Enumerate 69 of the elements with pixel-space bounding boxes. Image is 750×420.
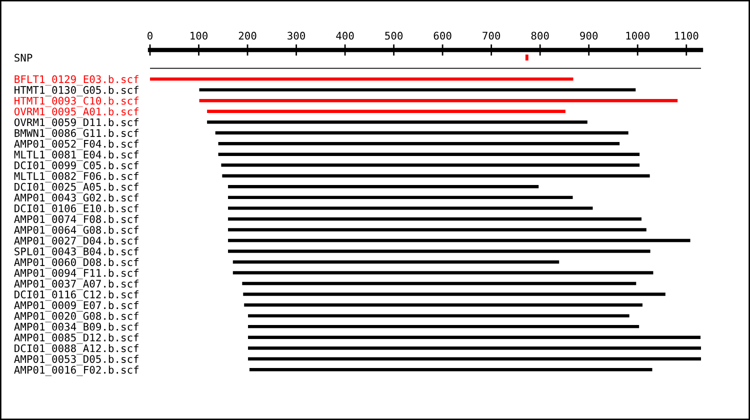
x-tick-label: 300 — [288, 32, 306, 40]
y-tick-label: AMP01_0034_B09.b.scf — [14, 322, 138, 333]
bar — [228, 228, 646, 232]
y-tick-label: MLTL1_0081_E04.b.scf — [14, 150, 138, 161]
x-tick-label: 900 — [580, 32, 598, 40]
y-tick-label: DCI01_0099_C05.b.scf — [14, 161, 138, 172]
y-tick-label: OVRM1_0095_A01.b.scf — [14, 107, 138, 118]
y-tick-label: AMP01_0016_F02.b.scf — [14, 366, 138, 376]
y-tick-label: DCI01_0088_A12.b.scf — [14, 344, 138, 355]
y-tick-label: AMP01_0053_D05.b.scf — [14, 354, 138, 366]
x-tick-label: 0 — [148, 32, 152, 40]
bar — [248, 357, 701, 360]
y-tick-label: SNP — [14, 54, 32, 62]
x-tick-label: 600 — [434, 32, 452, 40]
y-tick-label: AMP01_0052_F04.b.scf — [14, 140, 138, 150]
y-tick-label: HTMT1_0093_C10.b.scf — [14, 96, 138, 107]
y-tick-label: MLTL1_0082_F06.b.scf — [14, 172, 138, 182]
y-tick-label: AMP01_0060_D08.b.scf — [14, 258, 138, 268]
y-tick-label: AMP01_0074_F08.b.scf — [14, 215, 138, 226]
x-tick-label: 200 — [238, 32, 256, 40]
y-tick-label: SPL01_0043_B04.b.scf — [14, 247, 138, 258]
bar — [248, 324, 640, 328]
bar — [248, 336, 701, 339]
bar — [218, 152, 640, 156]
y-tick-label: DCI01_0025_A05.b.scf — [14, 182, 138, 194]
x-tick-label: 800 — [531, 32, 549, 40]
bar — [228, 250, 650, 253]
y-tick-label: BMWN1_0086_G11.b.scf — [14, 128, 138, 140]
y-tick-label: OVRM1_0059_D11.b.scf — [14, 118, 138, 129]
x-tick-label: 700 — [482, 32, 500, 40]
bar — [218, 142, 620, 146]
bar — [228, 185, 539, 188]
x-tick-label: 1100 — [675, 32, 698, 40]
y-tick-label: AMP01_0064_G08.b.scf — [14, 226, 138, 236]
x-tick-label: 500 — [385, 32, 403, 40]
y-tick-label: AMP01_0085_D12.b.scf — [14, 333, 138, 344]
y-tick-label: HTMT1_0130_G05.b.scf — [14, 86, 138, 96]
bar — [244, 303, 642, 307]
y-tick-label: AMP01_0043_G02.b.scf — [14, 193, 138, 204]
x-tick-label: 100 — [190, 32, 208, 40]
x-tick-label: 1000 — [626, 32, 650, 40]
bar — [243, 292, 666, 296]
bar — [232, 260, 560, 264]
y-tick-label: AMP01_0009_E07.b.scf — [14, 301, 138, 312]
y-tick-label: DCI01_0106_E10.b.scf — [14, 204, 138, 215]
bar — [199, 98, 678, 102]
bar — [221, 164, 640, 167]
bar — [228, 196, 573, 200]
bar — [242, 282, 636, 286]
bar — [228, 238, 690, 242]
bar — [248, 346, 701, 350]
y-tick-label: AMP01_0027_D04.b.scf — [14, 236, 138, 247]
y-tick-label: AMP01_0020_G08.b.scf — [14, 312, 138, 322]
bar — [232, 271, 654, 274]
y-tick-label: AMP01_0094_F11.b.scf — [14, 268, 138, 280]
bar — [222, 174, 650, 178]
bar — [207, 110, 566, 113]
bar — [228, 217, 642, 221]
y-tick-label: BFLT1_0129_E03.b.scf — [14, 75, 138, 86]
bar — [199, 88, 636, 92]
y-tick-label: DCI01_0116_C12.b.scf — [14, 290, 138, 301]
x-tick-label: 400 — [336, 32, 354, 40]
bar — [150, 77, 574, 81]
bar — [248, 314, 630, 318]
bar — [215, 131, 628, 134]
bar — [207, 120, 588, 124]
bar — [249, 368, 652, 372]
bar — [228, 206, 593, 210]
y-tick-label: AMP01_0037_A07.b.scf — [14, 280, 138, 290]
